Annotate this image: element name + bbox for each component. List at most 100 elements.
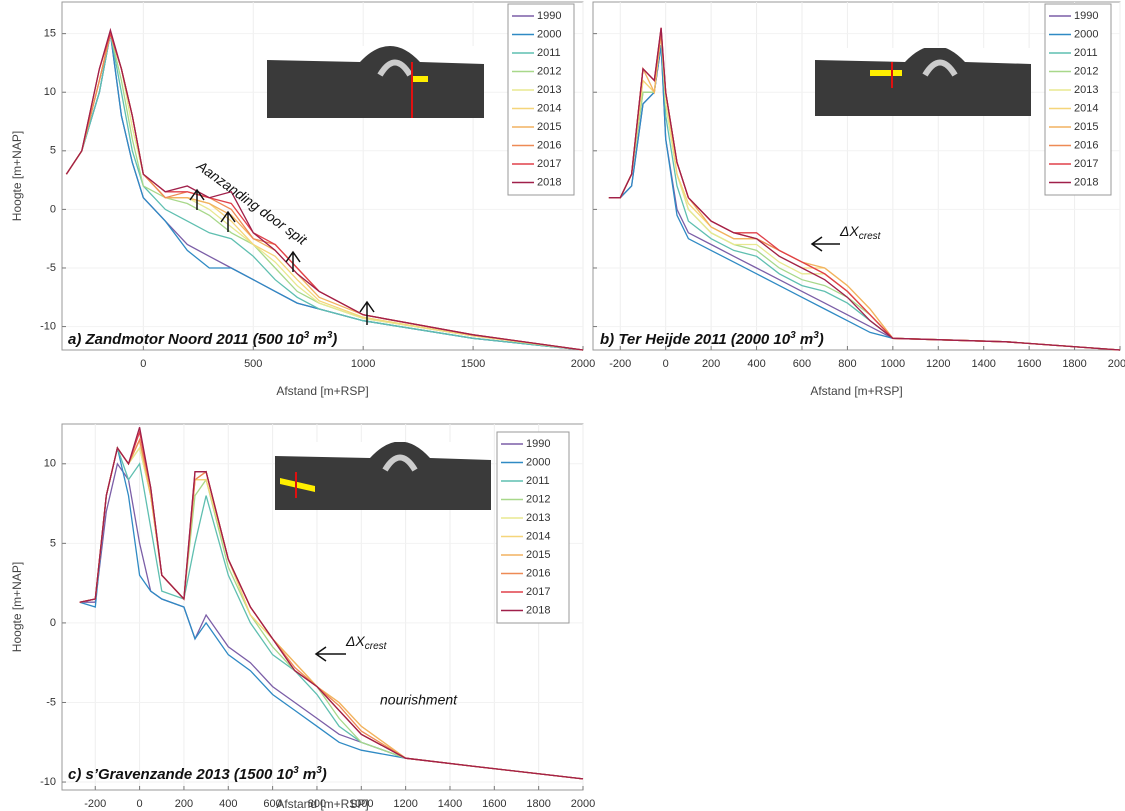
x-tick-label: 2000 — [571, 798, 595, 810]
x-tick-label: 2000 — [571, 358, 595, 370]
x-tick-label: 1000 — [349, 798, 373, 810]
profile-line — [79, 447, 584, 780]
x-tick-label: 1800 — [526, 798, 550, 810]
legend-label: 2013 — [1074, 84, 1098, 96]
y-tick-label: 0 — [50, 617, 56, 629]
legend-label: 2013 — [526, 512, 550, 524]
annotation-sub: crest — [365, 641, 388, 652]
x-tick-label: 0 — [663, 358, 669, 370]
legend — [1044, 3, 1112, 196]
x-tick-label: -200 — [609, 358, 631, 370]
x-tick-label: 800 — [838, 358, 856, 370]
panel-label-part: b) Ter Heijde 2011 (2000 10 — [600, 331, 791, 348]
legend — [496, 431, 570, 624]
legend-label: 2011 — [526, 475, 550, 487]
inset-a — [267, 46, 484, 118]
panel-label-part: 3 — [327, 330, 333, 341]
legend-label: 2016 — [1074, 139, 1098, 151]
x-tick-label: 400 — [219, 798, 237, 810]
profile-line — [608, 27, 1121, 351]
x-tick-label: 1200 — [393, 798, 417, 810]
annotation: ΔX — [345, 633, 365, 649]
x-tick-label: 600 — [263, 798, 281, 810]
x-tick-label: 1600 — [482, 798, 506, 810]
panel-label: c) s’Gravenzande 2013 (1500 103 m3) — [68, 765, 327, 783]
panel-label-part: 3 — [293, 765, 299, 776]
profile-line — [608, 45, 1121, 351]
y-tick-label: 15 — [44, 28, 56, 40]
legend-label: 2017 — [1074, 158, 1098, 170]
x-tick-label: 200 — [175, 798, 193, 810]
legend-label: 2018 — [1074, 176, 1098, 188]
legend-label: 2000 — [526, 456, 550, 468]
y-tick-label: -10 — [40, 776, 56, 788]
panel-label-part: m — [796, 331, 814, 348]
panel-label-part: 3 — [316, 765, 322, 776]
profile-line — [79, 427, 584, 780]
x-tick-label: 600 — [793, 358, 811, 370]
legend-label: 2017 — [537, 158, 561, 170]
y-axis-label: Hoogte [m+NAP] — [10, 562, 24, 652]
legend-label: 2012 — [537, 65, 561, 77]
x-tick-label: 2000 — [1108, 358, 1125, 370]
panel-label-part: m — [309, 331, 327, 348]
panel-label-part: ) — [330, 331, 337, 348]
inset-b — [815, 46, 1031, 116]
legend-label: 2000 — [537, 28, 561, 40]
panel-label-part: m — [299, 766, 317, 783]
legend-label: 2018 — [537, 176, 561, 188]
x-tick-label: 0 — [140, 358, 146, 370]
x-tick-label: 1500 — [461, 358, 485, 370]
annotation: ΔXcrest — [839, 223, 882, 242]
x-axis-label: Afstand [m+RSP] — [810, 384, 902, 398]
profile-line — [79, 462, 584, 780]
panel-label-part: ) — [320, 766, 327, 783]
arrows — [189, 188, 840, 662]
panel-label-part: 3 — [304, 330, 310, 341]
x-axis-label: Afstand [m+RSP] — [276, 384, 368, 398]
legend-label: 2014 — [537, 102, 561, 114]
y-tick-label: -10 — [40, 320, 56, 332]
inset-c — [275, 441, 491, 510]
panel-label-part: ) — [817, 331, 824, 348]
x-tick-label: 1200 — [926, 358, 950, 370]
legend-label: 1990 — [526, 438, 550, 450]
legend-label: 2016 — [526, 567, 550, 579]
x-tick-label: 1400 — [438, 798, 462, 810]
legend-label: 2015 — [1074, 121, 1098, 133]
x-tick-label: 1000 — [881, 358, 905, 370]
y-tick-label: -5 — [46, 262, 56, 274]
legend-label: 2015 — [537, 121, 561, 133]
y-tick-label: 10 — [44, 458, 56, 470]
legend-label: 1990 — [1074, 10, 1098, 22]
legend-label: 2013 — [537, 84, 561, 96]
legend-label: 2012 — [526, 493, 550, 505]
panel-label: a) Zandmotor Noord 2011 (500 103 m3) — [68, 330, 337, 348]
x-tick-label: 1800 — [1062, 358, 1086, 370]
x-tick-label: 400 — [747, 358, 765, 370]
x-tick-label: 800 — [308, 798, 326, 810]
panel-label-part: c) s’Gravenzande 2013 (1500 10 — [68, 766, 294, 783]
y-tick-label: 0 — [50, 203, 56, 215]
legend-label: 2016 — [537, 139, 561, 151]
profile-line — [79, 445, 584, 780]
y-tick-label: 5 — [50, 537, 56, 549]
x-tick-label: 1400 — [971, 358, 995, 370]
legend-label: 2011 — [1074, 47, 1098, 59]
x-tick-label: 1000 — [351, 358, 375, 370]
y-tick-label: -5 — [46, 696, 56, 708]
x-tick-label: 500 — [244, 358, 262, 370]
annotation-sub: crest — [859, 231, 882, 242]
panel-label: b) Ter Heijde 2011 (2000 103 m3) — [600, 330, 824, 348]
legend — [507, 3, 575, 196]
note: nourishment — [380, 692, 458, 708]
legend-label: 2014 — [526, 530, 550, 542]
x-tick-label: -200 — [84, 798, 106, 810]
legend-label: 2014 — [1074, 102, 1098, 114]
y-tick-label: 10 — [44, 86, 56, 98]
legend-label: 2011 — [537, 47, 561, 59]
legend-label: 2015 — [526, 549, 550, 561]
panel-label-part: 3 — [813, 330, 819, 341]
